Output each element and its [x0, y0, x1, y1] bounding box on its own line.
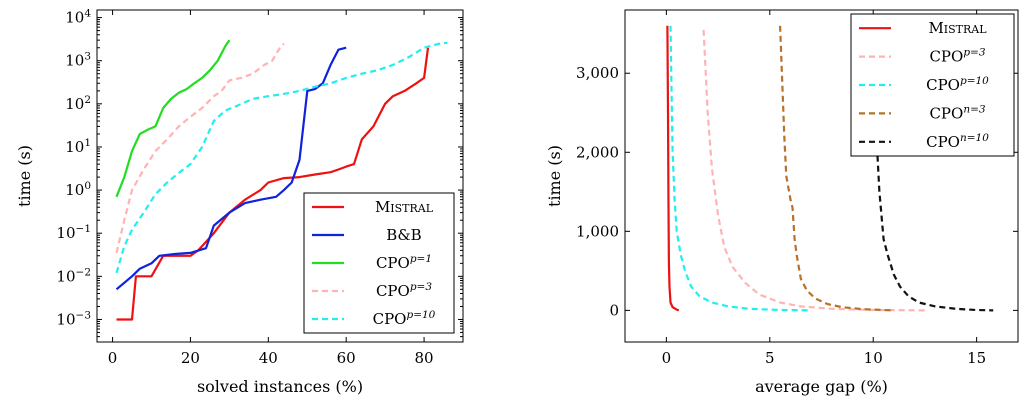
- right-legend-label: CPOp=3: [929, 47, 985, 66]
- right-y-tick-label: 0: [609, 301, 619, 319]
- right-y-axis-label: time (s): [545, 145, 564, 207]
- right-x-axis-label: average gap (%): [755, 377, 888, 396]
- left-legend-label: B&B: [386, 226, 421, 244]
- left-y-tick-label: 104: [65, 8, 91, 27]
- left-legend-label: CPOp=10: [373, 309, 436, 328]
- left-x-tick-label: 0: [108, 349, 118, 367]
- right-legend-label: CPOp=10: [926, 75, 989, 94]
- left-series-line-cpo-p-3: [115, 42, 285, 254]
- right-series-line-cpo-n-10: [872, 25, 994, 312]
- right-x-tick-label: 10: [864, 349, 883, 367]
- left-series-line-mistral: [116, 47, 430, 321]
- left-series-line-cpo-p-10: [115, 41, 448, 274]
- left-series-group: [115, 39, 448, 321]
- right-y-tick-label: 2,000: [576, 143, 619, 161]
- right-x-tick-label: 15: [967, 349, 986, 367]
- left-series-line-b-b: [115, 46, 347, 291]
- left-x-tick-label: 60: [337, 349, 356, 367]
- right-series-line-mistral: [666, 25, 680, 312]
- left-plot-frame: [96, 9, 464, 343]
- left-legend-label: CPOp=1: [376, 253, 432, 272]
- left-y-tick-label: 10−3: [56, 309, 91, 328]
- left-y-tick-label: 103: [65, 51, 91, 70]
- left-y-axis-label: time (s): [15, 145, 34, 207]
- right-series-line-cpo-p-10: [669, 25, 812, 312]
- right-chart: 0 5 10 15 0 1,000 2,000 3,000 average gap (%) tim…: [545, 9, 1019, 396]
- right-x-tick-label: 5: [765, 349, 775, 367]
- right-series-line-cpo-n-3: [779, 25, 894, 312]
- right-y-tick-label: 3,000: [576, 64, 619, 82]
- right-legend: Mistral CPOp=3 CPOp=10 CPOn=3 CPOn=10: [850, 13, 1015, 157]
- left-chart: 0 20 40 60 80 10−3 10−2 10−1 100 101 102 103 104 solv…: [15, 8, 464, 396]
- left-x-tick-label: 20: [181, 349, 200, 367]
- left-x-axis-label: solved instances (%): [197, 377, 363, 396]
- right-y-tick-label: 1,000: [576, 222, 619, 240]
- left-legend: Mistral B&B CPOp=1 CPOp=3 CPOp=10: [303, 192, 455, 334]
- right-legend-box: [850, 13, 1015, 157]
- right-plot-frame: [624, 9, 1019, 343]
- left-y-tick-label: 102: [65, 94, 91, 113]
- left-series-line-cpo-p-1: [115, 39, 231, 198]
- left-y-tick-label: 10−1: [56, 223, 91, 242]
- left-legend-label: Mistral: [375, 198, 434, 216]
- right-series-line-cpo-p-3: [702, 29, 925, 312]
- left-y-tick-label: 10−2: [56, 266, 91, 285]
- right-legend-label: Mistral: [928, 19, 987, 37]
- right-series-group: [666, 25, 994, 312]
- left-legend-label: CPOp=3: [376, 281, 432, 300]
- right-legend-label: CPOn=3: [929, 103, 985, 122]
- left-x-tick-label: 80: [415, 349, 434, 367]
- left-x-tick-label: 40: [259, 349, 278, 367]
- right-legend-label: CPOn=10: [926, 132, 989, 151]
- right-x-tick-label: 0: [662, 349, 672, 367]
- left-y-tick-label: 101: [65, 137, 91, 156]
- left-y-tick-label: 100: [65, 180, 91, 199]
